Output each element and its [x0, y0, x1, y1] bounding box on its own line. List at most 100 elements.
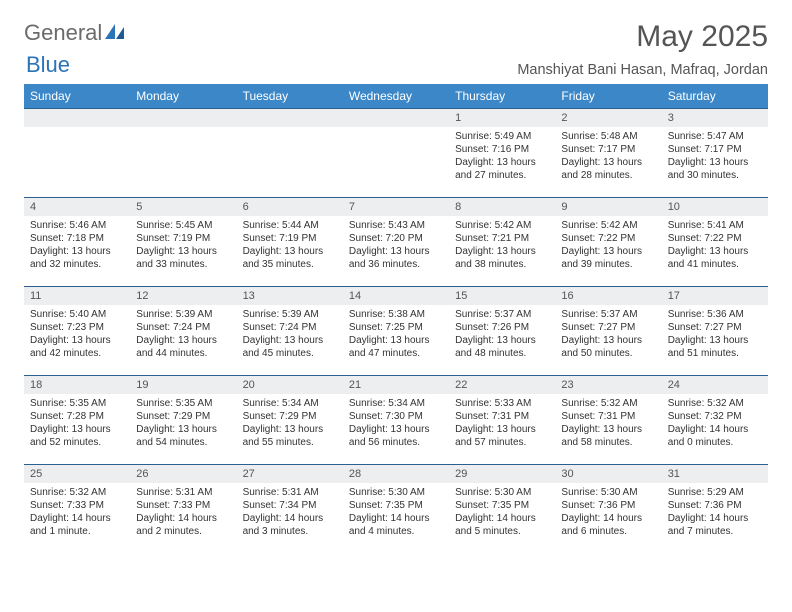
sunrise-text: Sunrise: 5:35 AM	[30, 397, 124, 410]
daylight-text: Daylight: 13 hours and 28 minutes.	[561, 156, 655, 182]
day-cell: 3Sunrise: 5:47 AMSunset: 7:17 PMDaylight…	[662, 109, 768, 197]
calendar: Sunday Monday Tuesday Wednesday Thursday…	[24, 84, 768, 553]
sunset-text: Sunset: 7:22 PM	[561, 232, 655, 245]
sunset-text: Sunset: 7:34 PM	[243, 499, 337, 512]
day-number: 20	[237, 376, 343, 394]
daylight-text: Daylight: 13 hours and 51 minutes.	[668, 334, 762, 360]
day-number: 24	[662, 376, 768, 394]
day-body: Sunrise: 5:44 AMSunset: 7:19 PMDaylight:…	[237, 216, 343, 275]
daylight-text: Daylight: 13 hours and 54 minutes.	[136, 423, 230, 449]
day-number: 2	[555, 109, 661, 127]
sunset-text: Sunset: 7:32 PM	[668, 410, 762, 423]
week-row: 4Sunrise: 5:46 AMSunset: 7:18 PMDaylight…	[24, 197, 768, 286]
dow-header-row: Sunday Monday Tuesday Wednesday Thursday…	[24, 84, 768, 108]
day-cell: 18Sunrise: 5:35 AMSunset: 7:28 PMDayligh…	[24, 376, 130, 464]
day-cell: 14Sunrise: 5:38 AMSunset: 7:25 PMDayligh…	[343, 287, 449, 375]
sunrise-text: Sunrise: 5:31 AM	[243, 486, 337, 499]
day-body: Sunrise: 5:38 AMSunset: 7:25 PMDaylight:…	[343, 305, 449, 364]
day-cell	[130, 109, 236, 197]
day-body: Sunrise: 5:40 AMSunset: 7:23 PMDaylight:…	[24, 305, 130, 364]
sunrise-text: Sunrise: 5:37 AM	[561, 308, 655, 321]
daylight-text: Daylight: 13 hours and 58 minutes.	[561, 423, 655, 449]
sunrise-text: Sunrise: 5:36 AM	[668, 308, 762, 321]
weeks-container: 1Sunrise: 5:49 AMSunset: 7:16 PMDaylight…	[24, 108, 768, 553]
daylight-text: Daylight: 14 hours and 0 minutes.	[668, 423, 762, 449]
sunrise-text: Sunrise: 5:32 AM	[668, 397, 762, 410]
sunset-text: Sunset: 7:33 PM	[30, 499, 124, 512]
day-cell: 28Sunrise: 5:30 AMSunset: 7:35 PMDayligh…	[343, 465, 449, 553]
day-number: 17	[662, 287, 768, 305]
day-body: Sunrise: 5:32 AMSunset: 7:33 PMDaylight:…	[24, 483, 130, 542]
logo: General	[24, 20, 125, 46]
day-number: 12	[130, 287, 236, 305]
daylight-text: Daylight: 13 hours and 38 minutes.	[455, 245, 549, 271]
day-cell: 29Sunrise: 5:30 AMSunset: 7:35 PMDayligh…	[449, 465, 555, 553]
day-body: Sunrise: 5:36 AMSunset: 7:27 PMDaylight:…	[662, 305, 768, 364]
sunset-text: Sunset: 7:31 PM	[561, 410, 655, 423]
sunset-text: Sunset: 7:28 PM	[30, 410, 124, 423]
daylight-text: Daylight: 13 hours and 35 minutes.	[243, 245, 337, 271]
sunset-text: Sunset: 7:35 PM	[349, 499, 443, 512]
day-cell: 26Sunrise: 5:31 AMSunset: 7:33 PMDayligh…	[130, 465, 236, 553]
daylight-text: Daylight: 13 hours and 36 minutes.	[349, 245, 443, 271]
day-body: Sunrise: 5:32 AMSunset: 7:31 PMDaylight:…	[555, 394, 661, 453]
sunrise-text: Sunrise: 5:39 AM	[243, 308, 337, 321]
day-cell: 9Sunrise: 5:42 AMSunset: 7:22 PMDaylight…	[555, 198, 661, 286]
sunset-text: Sunset: 7:19 PM	[243, 232, 337, 245]
day-body: Sunrise: 5:49 AMSunset: 7:16 PMDaylight:…	[449, 127, 555, 186]
sunset-text: Sunset: 7:27 PM	[668, 321, 762, 334]
daylight-text: Daylight: 14 hours and 7 minutes.	[668, 512, 762, 538]
day-cell: 8Sunrise: 5:42 AMSunset: 7:21 PMDaylight…	[449, 198, 555, 286]
sunrise-text: Sunrise: 5:49 AM	[455, 130, 549, 143]
day-cell	[343, 109, 449, 197]
sunset-text: Sunset: 7:17 PM	[561, 143, 655, 156]
day-number: 13	[237, 287, 343, 305]
sunrise-text: Sunrise: 5:29 AM	[668, 486, 762, 499]
sunset-text: Sunset: 7:18 PM	[30, 232, 124, 245]
daylight-text: Daylight: 13 hours and 48 minutes.	[455, 334, 549, 360]
week-row: 18Sunrise: 5:35 AMSunset: 7:28 PMDayligh…	[24, 375, 768, 464]
day-number: 22	[449, 376, 555, 394]
sunset-text: Sunset: 7:36 PM	[561, 499, 655, 512]
sunset-text: Sunset: 7:25 PM	[349, 321, 443, 334]
day-body: Sunrise: 5:30 AMSunset: 7:35 PMDaylight:…	[449, 483, 555, 542]
sunrise-text: Sunrise: 5:33 AM	[455, 397, 549, 410]
sunset-text: Sunset: 7:24 PM	[136, 321, 230, 334]
sunset-text: Sunset: 7:26 PM	[455, 321, 549, 334]
day-number: 8	[449, 198, 555, 216]
sunset-text: Sunset: 7:19 PM	[136, 232, 230, 245]
dow-wednesday: Wednesday	[343, 84, 449, 108]
location-text: Manshiyat Bani Hasan, Mafraq, Jordan	[517, 62, 768, 78]
day-body: Sunrise: 5:42 AMSunset: 7:22 PMDaylight:…	[555, 216, 661, 275]
sunrise-text: Sunrise: 5:38 AM	[349, 308, 443, 321]
day-number: 31	[662, 465, 768, 483]
daylight-text: Daylight: 13 hours and 52 minutes.	[30, 423, 124, 449]
day-cell: 2 Sunrise: 5:48 AMSunset: 7:17 PMDaylight…	[555, 109, 661, 197]
day-number: 30	[555, 465, 661, 483]
sunrise-text: Sunrise: 5:46 AM	[30, 219, 124, 232]
sunrise-text: Sunrise: 5:48 AM	[561, 130, 655, 143]
day-cell: 15Sunrise: 5:37 AMSunset: 7:26 PMDayligh…	[449, 287, 555, 375]
sunset-text: Sunset: 7:31 PM	[455, 410, 549, 423]
daylight-text: Daylight: 14 hours and 6 minutes.	[561, 512, 655, 538]
daylight-text: Daylight: 13 hours and 42 minutes.	[30, 334, 124, 360]
day-number	[237, 109, 343, 127]
dow-monday: Monday	[130, 84, 236, 108]
day-number: 10	[662, 198, 768, 216]
sunrise-text: Sunrise: 5:37 AM	[455, 308, 549, 321]
day-cell: 25Sunrise: 5:32 AMSunset: 7:33 PMDayligh…	[24, 465, 130, 553]
sunrise-text: Sunrise: 5:42 AM	[561, 219, 655, 232]
day-number: 27	[237, 465, 343, 483]
day-cell: 31Sunrise: 5:29 AMSunset: 7:36 PMDayligh…	[662, 465, 768, 553]
month-title: May 2025	[636, 20, 768, 54]
sunrise-text: Sunrise: 5:31 AM	[136, 486, 230, 499]
daylight-text: Daylight: 13 hours and 41 minutes.	[668, 245, 762, 271]
day-cell: 12Sunrise: 5:39 AMSunset: 7:24 PMDayligh…	[130, 287, 236, 375]
logo-text-blue: Blue	[26, 52, 70, 78]
day-cell: 23Sunrise: 5:32 AMSunset: 7:31 PMDayligh…	[555, 376, 661, 464]
day-cell: 27Sunrise: 5:31 AMSunset: 7:34 PMDayligh…	[237, 465, 343, 553]
day-body: Sunrise: 5:30 AMSunset: 7:35 PMDaylight:…	[343, 483, 449, 542]
daylight-text: Daylight: 13 hours and 57 minutes.	[455, 423, 549, 449]
day-cell: 13Sunrise: 5:39 AMSunset: 7:24 PMDayligh…	[237, 287, 343, 375]
day-cell	[24, 109, 130, 197]
